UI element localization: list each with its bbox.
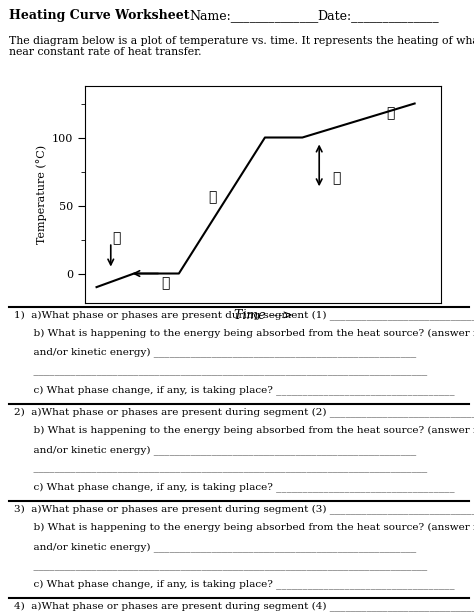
- Text: ③: ③: [209, 191, 217, 204]
- Text: b) What is happening to the energy being absorbed from the heat source? (answer : b) What is happening to the energy being…: [14, 523, 474, 532]
- Text: Heating Curve Worksheet: Heating Curve Worksheet: [9, 9, 190, 21]
- Text: b) What is happening to the energy being absorbed from the heat source? (answer : b) What is happening to the energy being…: [14, 426, 474, 435]
- Text: 1)  a)What phase or phases are present during segment (1) ______________________: 1) a)What phase or phases are present du…: [14, 310, 474, 320]
- Text: 4)  a)What phase or phases are present during segment (4) ______________________: 4) a)What phase or phases are present du…: [14, 601, 474, 612]
- Text: ___________________________________________________________________________: ________________________________________…: [14, 463, 428, 473]
- Text: 2)  a)What phase or phases are present during segment (2) ______________________: 2) a)What phase or phases are present du…: [14, 407, 474, 417]
- Text: and/or kinetic energy) __________________________________________________: and/or kinetic energy) _________________…: [14, 348, 416, 357]
- Text: and/or kinetic energy) __________________________________________________: and/or kinetic energy) _________________…: [14, 542, 416, 552]
- Y-axis label: Temperature (°C): Temperature (°C): [36, 145, 46, 244]
- Text: b) What is happening to the energy being absorbed from the heat source? (answer : b) What is happening to the energy being…: [14, 329, 474, 338]
- X-axis label: Time --->: Time --->: [234, 309, 292, 322]
- Text: Name:______________: Name:______________: [190, 9, 319, 21]
- Text: ①: ①: [162, 276, 170, 290]
- Text: The diagram below is a plot of temperature vs. time. It represents the heating o: The diagram below is a plot of temperatu…: [9, 35, 474, 58]
- Text: ___________________________________________________________________________: ________________________________________…: [14, 560, 428, 569]
- Text: and/or kinetic energy) __________________________________________________: and/or kinetic energy) _________________…: [14, 444, 416, 455]
- Text: Date:______________: Date:______________: [318, 9, 439, 21]
- Text: c) What phase change, if any, is taking place? _________________________________: c) What phase change, if any, is taking …: [14, 579, 455, 589]
- Text: 3)  a)What phase or phases are present during segment (3) ______________________: 3) a)What phase or phases are present du…: [14, 504, 474, 514]
- Text: ②: ②: [112, 231, 120, 245]
- Text: ___________________________________________________________________________: ________________________________________…: [14, 366, 428, 375]
- Text: ⑤: ⑤: [386, 106, 394, 120]
- Text: c) What phase change, if any, is taking place? _________________________________: c) What phase change, if any, is taking …: [14, 482, 455, 492]
- Text: c) What phase change, if any, is taking place? _________________________________: c) What phase change, if any, is taking …: [14, 385, 455, 395]
- Text: ④: ④: [332, 171, 340, 185]
